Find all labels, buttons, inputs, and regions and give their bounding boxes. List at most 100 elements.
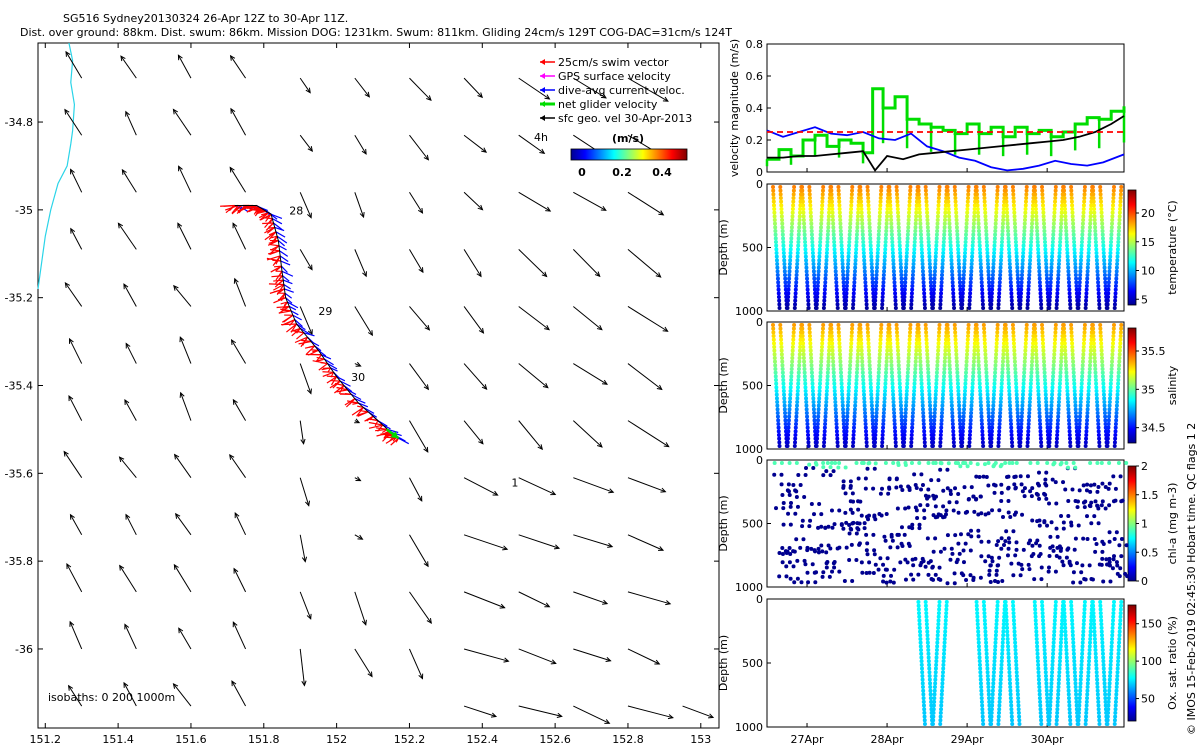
profile-point — [839, 374, 844, 379]
profile-point — [980, 718, 985, 723]
profile-point — [867, 513, 872, 518]
profile-point — [1109, 236, 1114, 241]
profile-point — [961, 273, 966, 277]
profile-point — [1105, 440, 1110, 445]
profile-point — [796, 240, 801, 244]
profile-point — [884, 370, 889, 375]
colorbar-tick-label: 0.4 — [652, 166, 672, 179]
profile-point — [1026, 418, 1031, 423]
profile-point — [1085, 265, 1090, 270]
profile-point — [982, 462, 987, 467]
profile-point — [1023, 345, 1028, 349]
profile-point — [936, 348, 941, 353]
profile-point — [1042, 378, 1047, 382]
profile-point — [1100, 556, 1105, 561]
profile-point — [997, 422, 1002, 426]
profile-point — [1092, 345, 1097, 349]
profile-point — [903, 506, 908, 511]
profile-point — [802, 367, 807, 371]
profile-point — [992, 659, 997, 664]
profile-point — [906, 352, 911, 357]
profile-point — [1088, 218, 1093, 222]
swim-vector — [329, 380, 341, 389]
profile-point — [774, 254, 779, 259]
profile-point — [1082, 196, 1087, 200]
profile-point — [1083, 440, 1088, 445]
profile-point — [989, 429, 994, 434]
profile-point — [808, 207, 813, 211]
sfc-velocity-arrowhead — [125, 342, 131, 349]
profile-point — [830, 525, 835, 530]
profile-point — [1098, 196, 1103, 200]
profile-point — [1043, 243, 1048, 248]
profile-point — [976, 356, 981, 360]
profile-point — [932, 685, 937, 690]
profile-point — [928, 688, 933, 693]
profile-point — [963, 243, 968, 248]
profile-point — [957, 418, 962, 423]
profile-point — [1096, 425, 1101, 430]
profile-point — [1006, 546, 1011, 551]
profile-point — [1012, 625, 1017, 630]
profile-point — [808, 518, 813, 523]
profile-point — [926, 651, 931, 656]
profile-point — [1038, 287, 1043, 292]
profile-point — [869, 254, 874, 259]
profile-point — [911, 269, 916, 274]
profile-point — [971, 374, 976, 379]
profile-point — [982, 330, 987, 335]
profile-point — [850, 510, 855, 515]
profile-point — [928, 273, 933, 277]
profile-point — [848, 225, 853, 230]
profile-point — [1107, 461, 1112, 465]
profile-point — [1034, 214, 1039, 219]
sfc-velocity-arrow — [299, 77, 311, 93]
sfc-velocity-arrowhead — [601, 379, 609, 385]
profile-point — [782, 254, 787, 259]
profile-point — [1043, 477, 1048, 482]
sfc-velocity-arrow — [229, 167, 247, 193]
profile-point — [1027, 276, 1032, 281]
swim-vector — [322, 371, 334, 373]
profile-points — [916, 600, 1124, 726]
profile-point — [1011, 573, 1016, 578]
profile-point — [805, 425, 810, 430]
profile-point — [990, 287, 995, 292]
profile-point — [979, 422, 984, 426]
profile-point — [1085, 418, 1090, 423]
profile-point — [946, 345, 951, 349]
profile-point — [898, 262, 903, 266]
profile-point — [933, 673, 938, 678]
profile-point — [869, 258, 874, 263]
profile-point — [1009, 429, 1014, 434]
profile-point — [1012, 633, 1017, 638]
profile-point — [1094, 381, 1099, 386]
profile-point — [778, 192, 783, 197]
profile-point — [927, 251, 932, 255]
profile-point — [1013, 510, 1018, 515]
sfc-velocity-arrowhead — [124, 623, 130, 630]
profile-point — [863, 276, 868, 281]
profile-point — [1035, 538, 1040, 543]
profile-point — [924, 334, 929, 338]
colorbar-tick-label: 34.5 — [1141, 422, 1166, 435]
profile-point — [1018, 440, 1023, 445]
profile-point — [1042, 370, 1047, 375]
profile-point — [795, 392, 800, 397]
profile-point — [965, 196, 970, 200]
profile-point — [996, 433, 1001, 437]
profile-point — [949, 258, 954, 263]
profile-point — [837, 461, 842, 465]
profile-point — [1037, 418, 1042, 423]
sfc-velocity-arrow — [299, 420, 305, 444]
profile-point — [903, 269, 908, 274]
profile-point — [1043, 492, 1048, 497]
profile-point — [882, 258, 887, 263]
profile-point — [855, 225, 860, 230]
legend-extra-label: 4h — [534, 131, 548, 144]
profile-point — [995, 192, 1000, 197]
profile-point — [1102, 411, 1107, 415]
profile-point — [898, 392, 903, 397]
profile-point — [998, 673, 1003, 678]
profile-point — [954, 210, 959, 215]
